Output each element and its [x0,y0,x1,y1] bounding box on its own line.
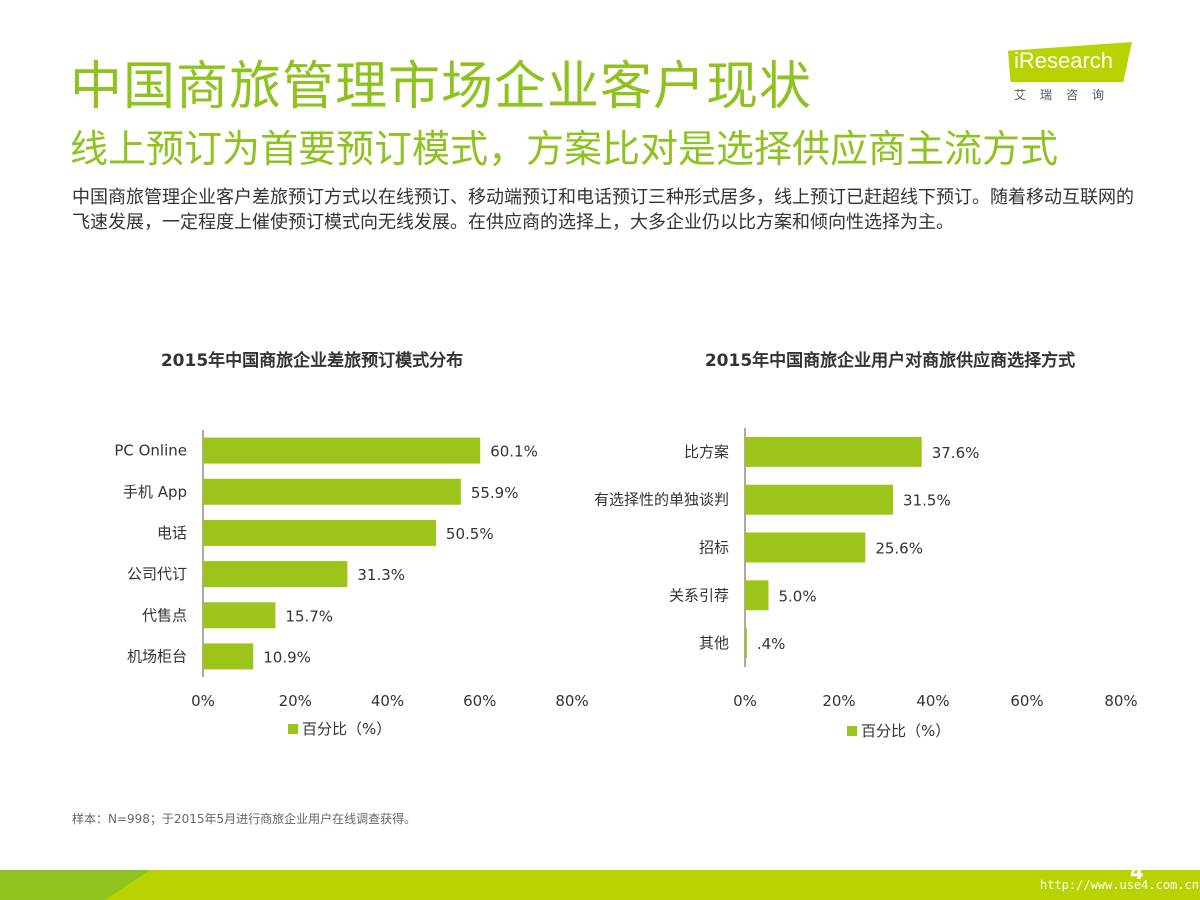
category-label: 公司代订 [127,565,187,583]
bar [203,478,461,505]
data-label: 55.9% [471,484,519,502]
logo-text: iResearch [1014,48,1114,73]
data-label: 10.9% [263,648,311,666]
bottom-band [0,870,1200,900]
data-label: 31.3% [357,566,405,584]
bar [745,580,769,611]
legend-swatch [288,724,298,734]
legend-label: 百分比（%） [302,720,391,738]
bar [203,561,348,588]
x-tick-label: 80% [1104,692,1137,710]
x-tick-label: 0% [733,692,757,710]
x-tick-label: 40% [371,692,404,710]
bar [203,519,436,546]
data-label: 15.7% [285,607,333,625]
data-label: 5.0% [779,587,817,605]
category-label: 机场柜台 [127,647,187,665]
x-tick-label: 40% [916,692,949,710]
category-label: PC Online [114,442,187,460]
x-tick-label: 20% [822,692,855,710]
category-label: 手机 App [123,483,187,501]
legend-label: 百分比（%） [861,722,950,740]
bar [745,436,922,467]
iresearch-logo: iResearch 艾瑞咨询 [1008,42,1136,104]
footnote: 样本：N=998；于2015年5月进行商旅企业用户在线调查获得。 [72,812,417,826]
logo-subtext: 艾瑞咨询 [1014,88,1119,102]
category-label: 代售点 [142,606,187,624]
data-label: 37.6% [932,444,980,462]
bar [203,437,481,464]
page-title: 中国商旅管理市场企业客户现状 [70,57,813,117]
bar [745,628,747,659]
watermark: http://www.use4.com.cn [1040,878,1199,892]
summary-text: 中国商旅管理企业客户差旅预订方式以在线预订、移动端预订和电话预订三种形式居多，线… [72,187,1134,233]
data-label: 50.5% [446,525,494,543]
bar [745,532,866,563]
chart-title: 2015年中国商旅企业用户对商旅供应商选择方式 [705,350,1075,371]
category-label: 有选择性的单独谈判 [594,491,729,509]
x-tick-label: 60% [463,692,496,710]
category-label: 关系引荐 [669,586,729,604]
x-tick-label: 60% [1010,692,1043,710]
data-label: 25.6% [875,540,923,558]
data-label: 31.5% [903,492,951,510]
page-subtitle: 线上预订为首要预订模式，方案比对是选择供应商主流方式 [70,127,1059,171]
category-label: 比方案 [684,443,729,461]
data-label: 60.1% [490,443,538,461]
data-label: .4% [757,635,786,653]
bar [203,602,276,629]
chart-title: 2015年中国商旅企业差旅预订模式分布 [161,350,463,371]
x-tick-label: 20% [279,692,312,710]
bar [745,484,894,515]
x-tick-label: 0% [191,692,215,710]
page-number: 4 [1130,860,1144,884]
category-label: 电话 [157,524,187,542]
bar [203,643,254,670]
category-label: 其他 [699,634,729,652]
legend-swatch [847,726,857,736]
x-tick-label: 80% [555,692,588,710]
category-label: 招标 [699,539,729,557]
